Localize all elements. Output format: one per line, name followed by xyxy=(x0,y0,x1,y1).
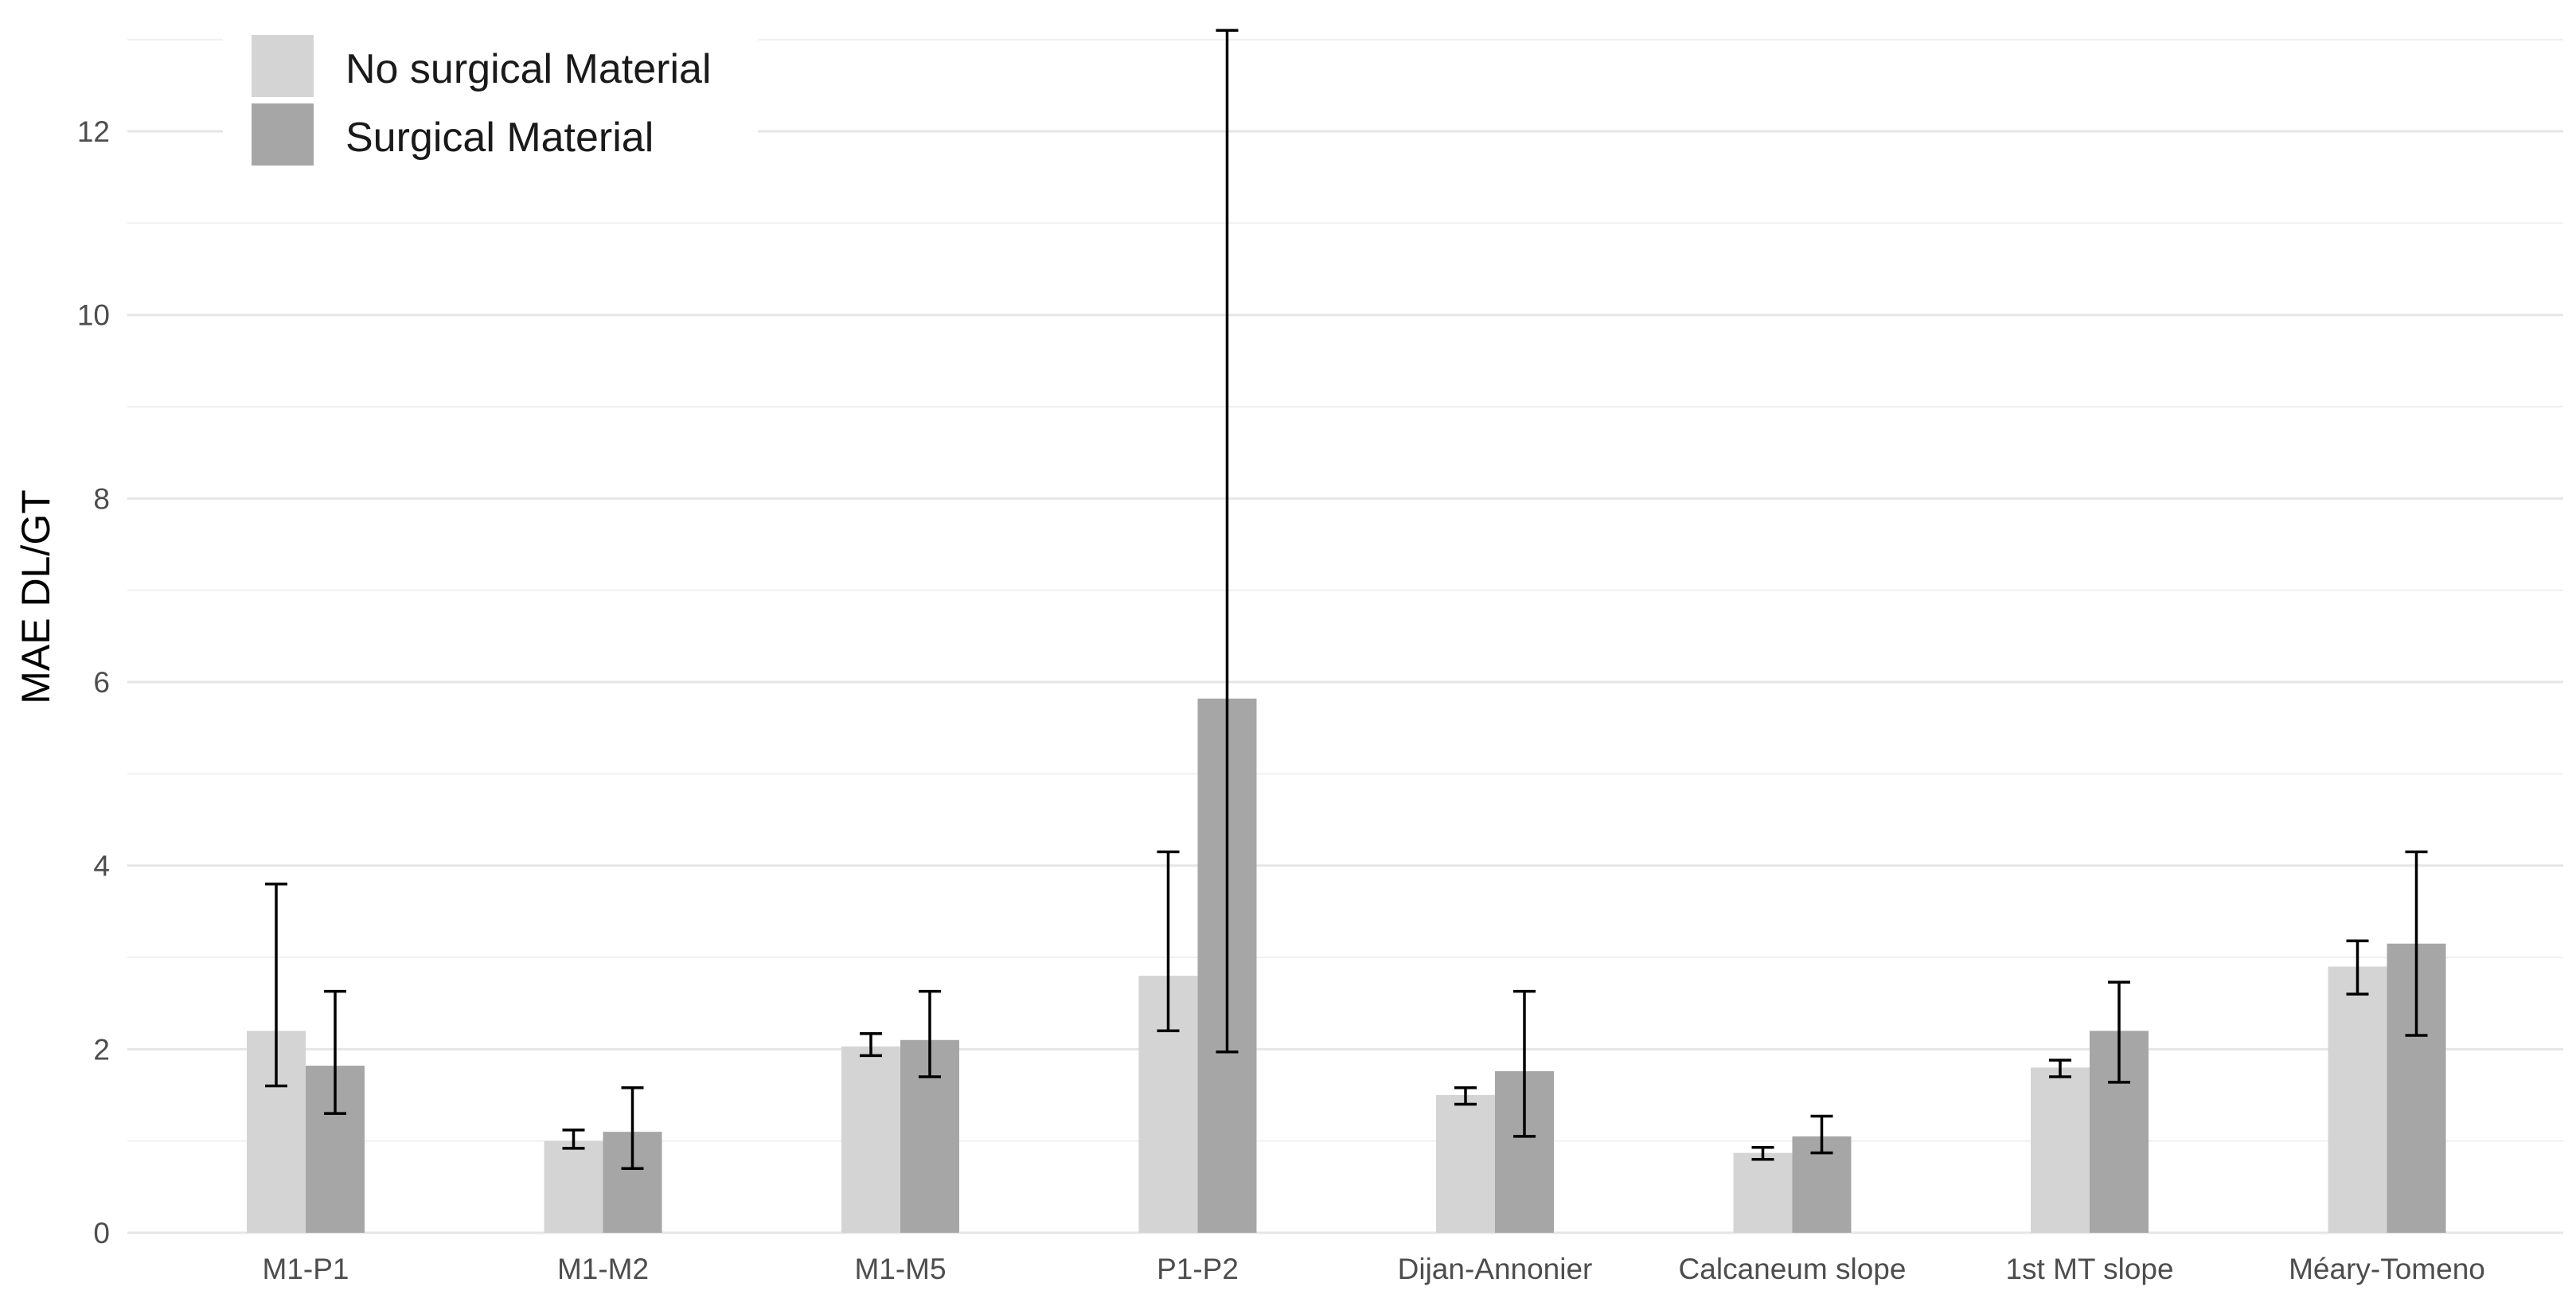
legend: No surgical Material Surgical Material xyxy=(223,16,758,175)
error-bar-surgical-material-p1-p2 xyxy=(1216,29,1239,1054)
error-bar-no-surgical-material-meary-tomeno xyxy=(2346,939,2369,996)
y-tick-label: 4 xyxy=(93,850,110,883)
error-bar-no-surgical-material-m1-m2 xyxy=(562,1129,585,1150)
x-tick-label: P1-P2 xyxy=(1157,1253,1239,1285)
bar-no-surgical-material-1st-mt-slope xyxy=(2031,1067,2090,1233)
x-tick-label: Méary-Tomeno xyxy=(2289,1253,2485,1285)
error-bar-no-surgical-material-dijan-annonier xyxy=(1454,1086,1477,1106)
error-bar-surgical-material-m1-p1 xyxy=(324,989,346,1115)
legend-swatch-no-surgical-material xyxy=(252,35,314,97)
bars xyxy=(247,698,2446,1233)
error-bar-no-surgical-material-m1-p1 xyxy=(265,883,287,1088)
error-bar-surgical-material-calcaneum-slope xyxy=(1810,1114,1833,1155)
legend-label-surgical-material: Surgical Material xyxy=(345,115,654,161)
bar-no-surgical-material-meary-tomeno xyxy=(2328,966,2387,1233)
y-tick-label: 8 xyxy=(93,482,110,515)
bar-no-surgical-material-dijan-annonier xyxy=(1436,1095,1495,1233)
error-bar-surgical-material-1st-mt-slope xyxy=(2108,980,2130,1084)
error-bar-no-surgical-material-1st-mt-slope xyxy=(2049,1058,2071,1078)
legend-label-no-surgical-material: No surgical Material xyxy=(345,46,712,92)
bar-no-surgical-material-m1-m5 xyxy=(841,1046,900,1233)
x-tick-label: M1-P1 xyxy=(263,1253,349,1285)
error-bar-surgical-material-dijan-annonier xyxy=(1513,989,1536,1138)
x-axis-ticks: M1-P1 M1-M2 M1-M5 P1-P2 Dijan-Annonier Calcan… xyxy=(263,1253,2485,1285)
y-tick-label: 10 xyxy=(77,299,110,332)
error-bar-no-surgical-material-calcaneum-slope xyxy=(1751,1145,1774,1161)
y-tick-label: 0 xyxy=(93,1217,110,1249)
error-bar-no-surgical-material-p1-p2 xyxy=(1157,850,1180,1033)
bar-no-surgical-material-calcaneum-slope xyxy=(1733,1152,1793,1233)
grid-lines xyxy=(127,38,2563,1234)
y-tick-label: 6 xyxy=(93,666,110,699)
x-tick-label: 1st MT slope xyxy=(2005,1253,2173,1285)
error-bar-no-surgical-material-m1-m5 xyxy=(860,1031,882,1058)
error-bar-surgical-material-meary-tomeno xyxy=(2405,850,2428,1037)
error-bar-surgical-material-m1-m2 xyxy=(621,1086,644,1171)
legend-swatch-surgical-material xyxy=(252,103,314,166)
x-tick-label: Calcaneum slope xyxy=(1679,1253,1907,1285)
bar-no-surgical-material-m1-m2 xyxy=(544,1140,603,1233)
error-bars xyxy=(265,29,2428,1171)
y-tick-label: 12 xyxy=(77,115,110,148)
error-bar-surgical-material-m1-m5 xyxy=(919,989,941,1078)
x-tick-label: Dijan-Annonier xyxy=(1398,1253,1593,1285)
y-axis-label: MAE DL/GT xyxy=(14,489,58,704)
x-tick-label: M1-M5 xyxy=(854,1253,946,1285)
y-axis-ticks: 0 2 4 6 8 10 12 xyxy=(77,115,110,1249)
x-tick-label: M1-M2 xyxy=(557,1253,649,1285)
y-tick-label: 2 xyxy=(93,1033,110,1066)
